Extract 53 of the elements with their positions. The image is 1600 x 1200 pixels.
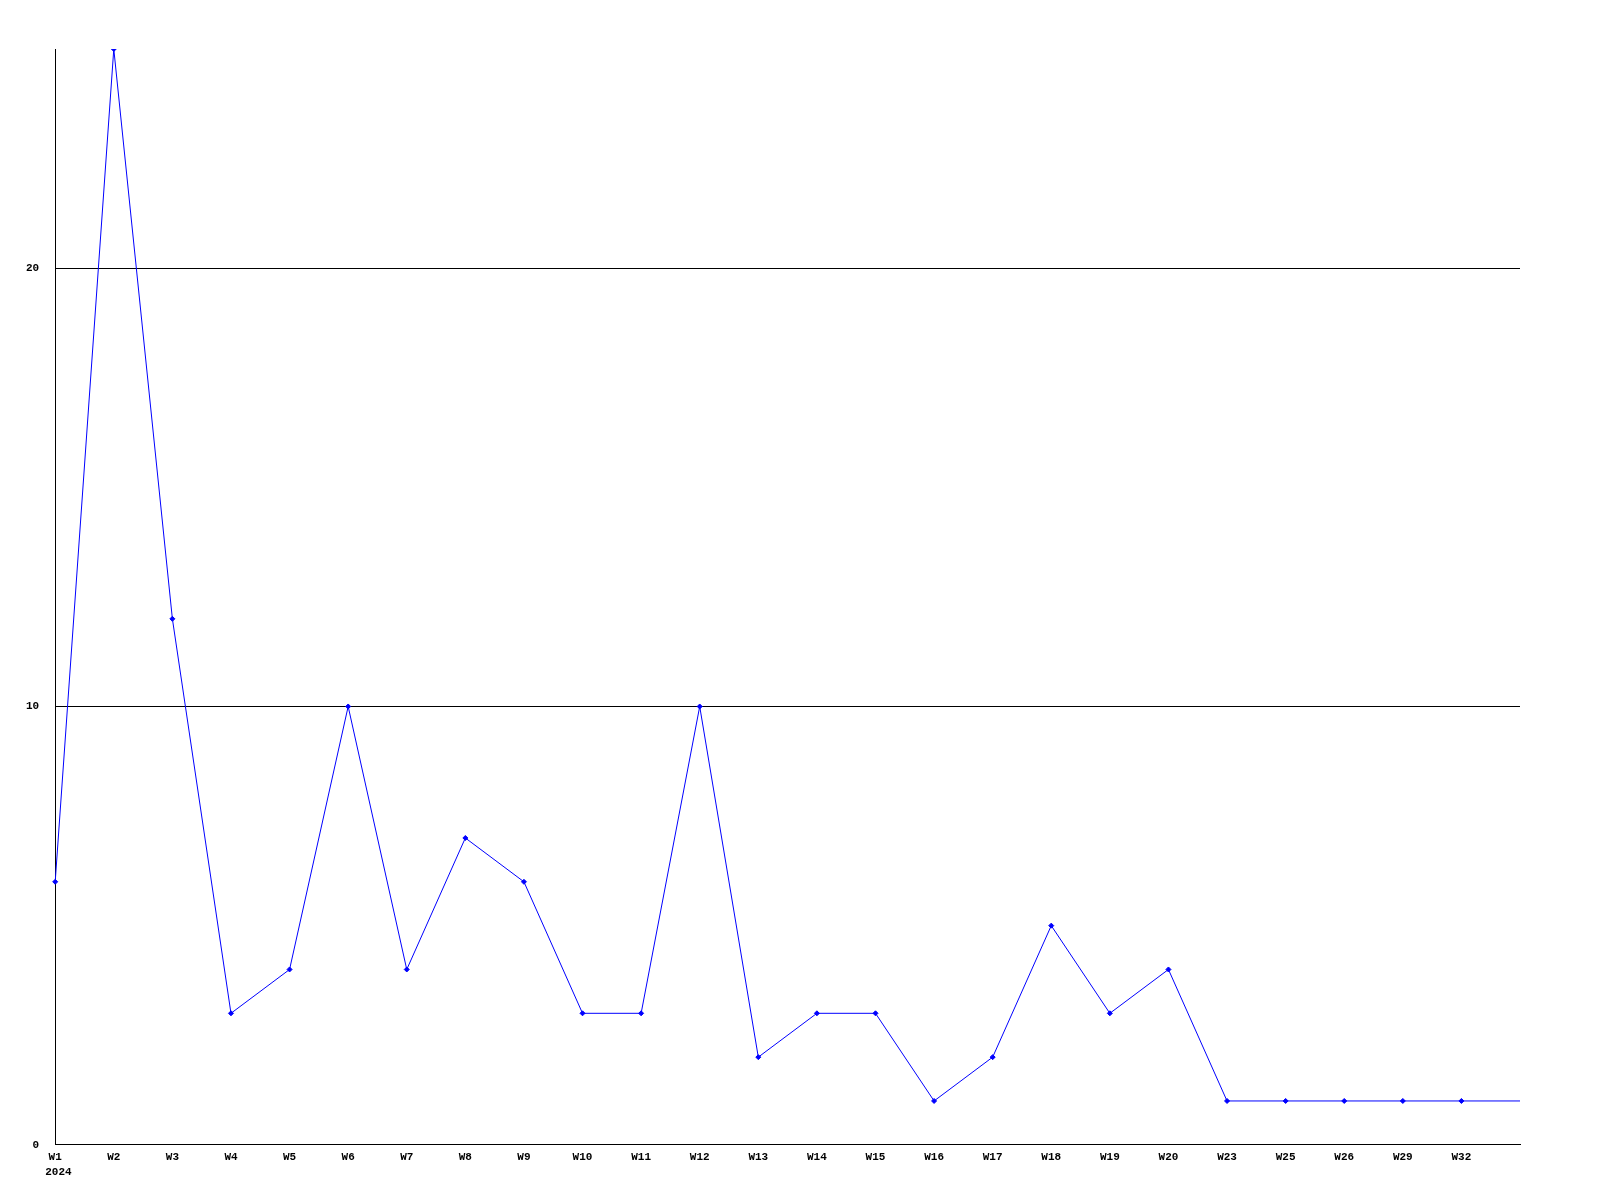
x-tick-label: W11 (631, 1151, 652, 1164)
point (931, 1097, 938, 1104)
point (286, 966, 293, 973)
x-tick-label: W13 (748, 1151, 769, 1164)
x-tick-label: W3 (165, 1151, 180, 1164)
x-tick-label: W1 (48, 1151, 63, 1164)
x-tick-label: W7 (400, 1151, 414, 1164)
x-tick-label: W18 (1041, 1151, 1062, 1164)
x-tick-label: W25 (1275, 1151, 1296, 1164)
point (755, 1054, 762, 1061)
point (1282, 1097, 1289, 1104)
point (345, 703, 352, 710)
point (813, 1010, 820, 1017)
point (403, 966, 410, 973)
x-tick-label: W12 (689, 1151, 710, 1164)
point (1165, 966, 1172, 973)
x-tick-label: W6 (341, 1151, 355, 1164)
point (520, 878, 527, 885)
point (1341, 1097, 1348, 1104)
x-tick-label: W23 (1217, 1151, 1238, 1164)
x-tick-label: W16 (924, 1151, 944, 1164)
x-tick-label: W19 (1099, 1151, 1120, 1164)
x-tick-label: W14 (806, 1151, 828, 1164)
x-tick-label: W8 (458, 1151, 473, 1164)
point (579, 1010, 586, 1017)
text: 2024 (45, 1166, 73, 1179)
x-tick-label: W26 (1334, 1151, 1355, 1164)
x-tick-label: W29 (1392, 1151, 1413, 1164)
y-tick-label: 20 (26, 261, 40, 274)
x-tick-label: W20 (1158, 1151, 1179, 1164)
point (696, 703, 703, 710)
point (1048, 922, 1055, 929)
y-tick-label: 10 (26, 700, 40, 713)
x-tick-label: W15 (865, 1151, 886, 1164)
x-tick-label: W9 (517, 1151, 531, 1164)
x-tick-label: W17 (982, 1151, 1003, 1164)
point (169, 615, 176, 622)
point (1224, 1097, 1231, 1104)
x-tick-label: W5 (282, 1151, 297, 1164)
point (52, 878, 59, 885)
point (227, 1010, 234, 1017)
point (1106, 1010, 1113, 1017)
point (989, 1054, 996, 1061)
point (462, 834, 469, 841)
y-tick-label: 0 (32, 1138, 40, 1151)
x-tick-label: W10 (572, 1151, 593, 1164)
point (638, 1010, 645, 1017)
point (872, 1010, 879, 1017)
x-tick-label: W4 (224, 1151, 238, 1164)
x-tick-label: W2 (107, 1151, 121, 1164)
point (1458, 1097, 1465, 1104)
x-tick-label: W32 (1451, 1151, 1472, 1164)
point (1399, 1097, 1406, 1104)
